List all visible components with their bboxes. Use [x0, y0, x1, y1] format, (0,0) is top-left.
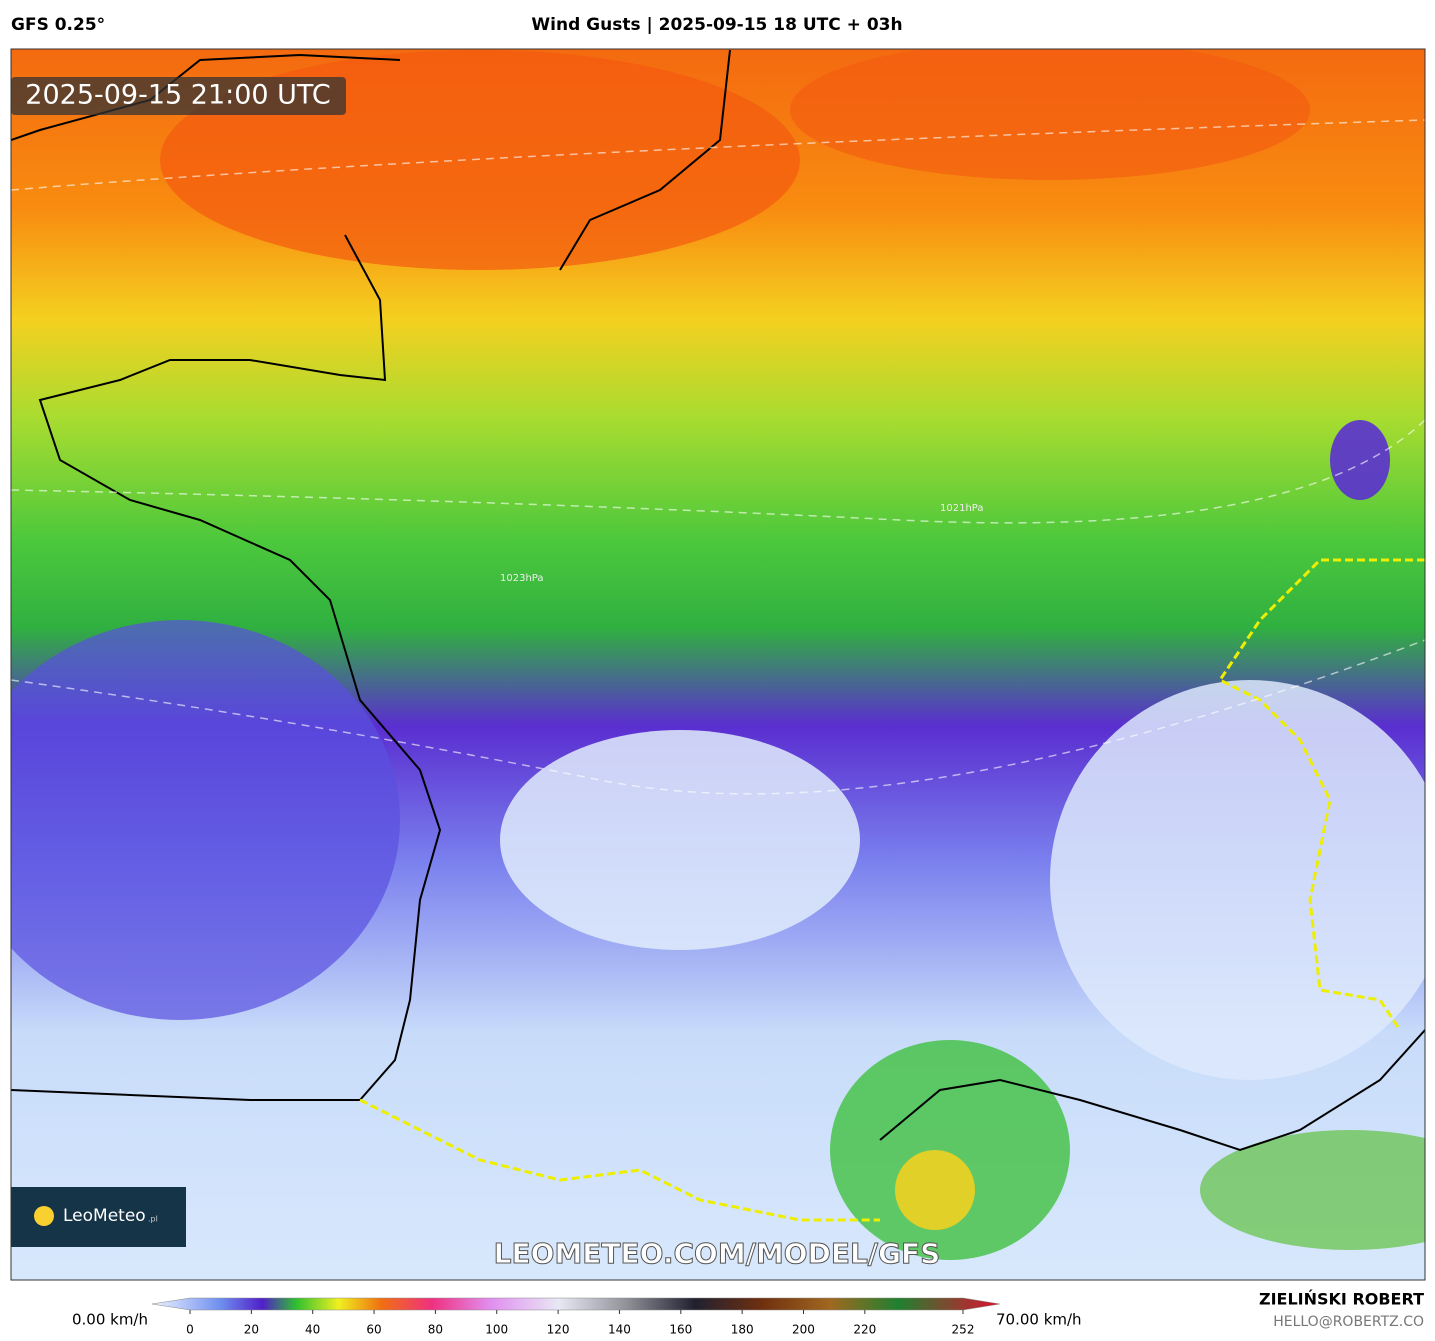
field-blob: [790, 49, 1310, 180]
isobar-label: 1021hPa: [940, 503, 984, 514]
colorbar-min: 0.00 km/h: [72, 1311, 148, 1329]
colorbar-tick-label: 200: [792, 1323, 815, 1337]
colorbar-tick-label: 140: [608, 1323, 631, 1337]
time-box: [11, 77, 346, 115]
field-blob: [500, 730, 860, 950]
field-blob: [1050, 680, 1425, 1080]
model-label: GFS 0.25°: [11, 15, 105, 35]
colorbar-tick-label: 252: [952, 1323, 975, 1337]
field-blob: [11, 620, 400, 1020]
isobar-label: 1023hPa: [500, 573, 544, 584]
colorbar-tick-label: 100: [485, 1323, 508, 1337]
colorbar-tick-label: 180: [731, 1323, 754, 1337]
field-blob: [895, 1150, 975, 1230]
colorbar-tick-label: 160: [669, 1323, 692, 1337]
author: ZIELIŃSKI ROBERT: [1259, 1290, 1424, 1309]
field-blob: [1200, 1130, 1425, 1250]
field-blob: [1330, 420, 1390, 500]
colorbar-tick-label: 0: [186, 1323, 194, 1337]
logo-sun: [34, 1206, 54, 1226]
watermark: LEOMETEO.COM/MODEL/GFS: [494, 1237, 941, 1270]
border: [359, 558, 1425, 1222]
colorbar-tick-label: 120: [547, 1323, 570, 1337]
logo-text: LeoMeteo: [63, 1206, 146, 1226]
valid-time: 2025-09-15 21:00 UTC: [25, 80, 330, 111]
colorbar-tick-label: 20: [244, 1323, 259, 1337]
map-area: 1023hPa 1021hPa 2025-09-15 21:00 UTC Leo…: [11, 49, 1425, 1280]
isobar: [11, 119, 1425, 795]
field-blob: [830, 1040, 1070, 1260]
map-title: Wind Gusts | 2025-09-15 18 UTC + 03h: [531, 15, 902, 35]
map-frame: [10, 48, 1426, 1281]
email: HELLO@ROBERTZ.CO: [1273, 1314, 1424, 1330]
colorbar-tick-label: 60: [366, 1323, 381, 1337]
colorbar-tick-label: 40: [305, 1323, 320, 1337]
colorbar-tick-label: 80: [428, 1323, 443, 1337]
colorbar-tick-label: 220: [853, 1323, 876, 1337]
colorbar: [151, 1297, 1001, 1311]
colorbar-max: 70.00 km/h: [996, 1311, 1082, 1329]
logo-suffix: .pl: [148, 1215, 158, 1224]
